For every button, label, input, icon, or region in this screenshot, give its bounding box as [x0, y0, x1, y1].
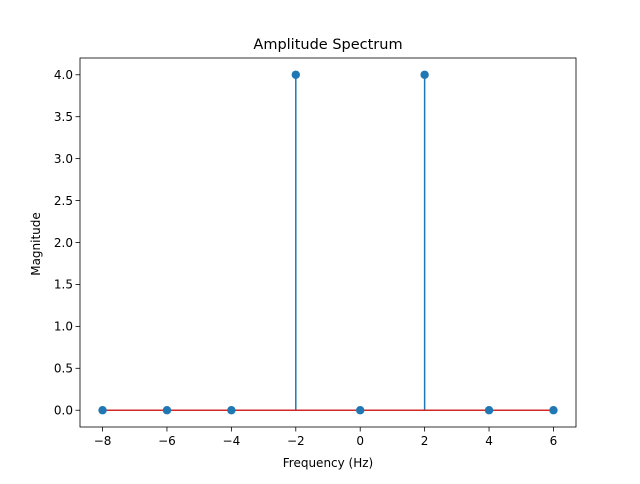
y-tick-label: 2.5 — [54, 194, 73, 208]
y-tick-label: 1.0 — [54, 320, 73, 334]
data-point — [356, 406, 365, 415]
x-tick-label: 4 — [485, 434, 493, 448]
y-tick-label: 3.0 — [54, 152, 73, 166]
data-point — [227, 406, 236, 415]
plot-area — [79, 57, 577, 428]
chart-title: Amplitude Spectrum — [253, 37, 402, 53]
y-tick-label: 1.5 — [54, 278, 73, 292]
y-tick-label: 4.0 — [54, 68, 73, 82]
x-tick-label: 0 — [356, 434, 364, 448]
y-tick-label: 2.0 — [54, 236, 73, 250]
x-axis-ticks: −8 −6 −4 −2 0 2 4 6 — [94, 427, 558, 448]
x-axis-label: Frequency (Hz) — [283, 456, 374, 470]
x-tick-label: 2 — [421, 434, 429, 448]
data-point — [98, 406, 107, 415]
data-point — [549, 406, 558, 415]
y-axis-label: Magnitude — [29, 212, 43, 276]
x-tick-label: −2 — [287, 434, 305, 448]
y-tick-label: 0.5 — [54, 362, 73, 376]
data-point — [420, 70, 429, 79]
x-tick-label: −6 — [158, 434, 176, 448]
axes-frame — [79, 57, 577, 428]
x-tick-label: 6 — [550, 434, 558, 448]
data-point — [162, 406, 172, 415]
x-tick-label: −8 — [94, 434, 112, 448]
y-tick-label: 0.0 — [54, 404, 73, 418]
data-point — [291, 70, 300, 79]
y-axis-ticks: 0.0 0.5 1.0 1.5 2.0 2.5 3.0 3.5 4.0 — [54, 68, 80, 418]
y-tick-label: 3.5 — [54, 110, 73, 124]
x-tick-label: −4 — [223, 434, 241, 448]
data-point — [484, 406, 494, 415]
